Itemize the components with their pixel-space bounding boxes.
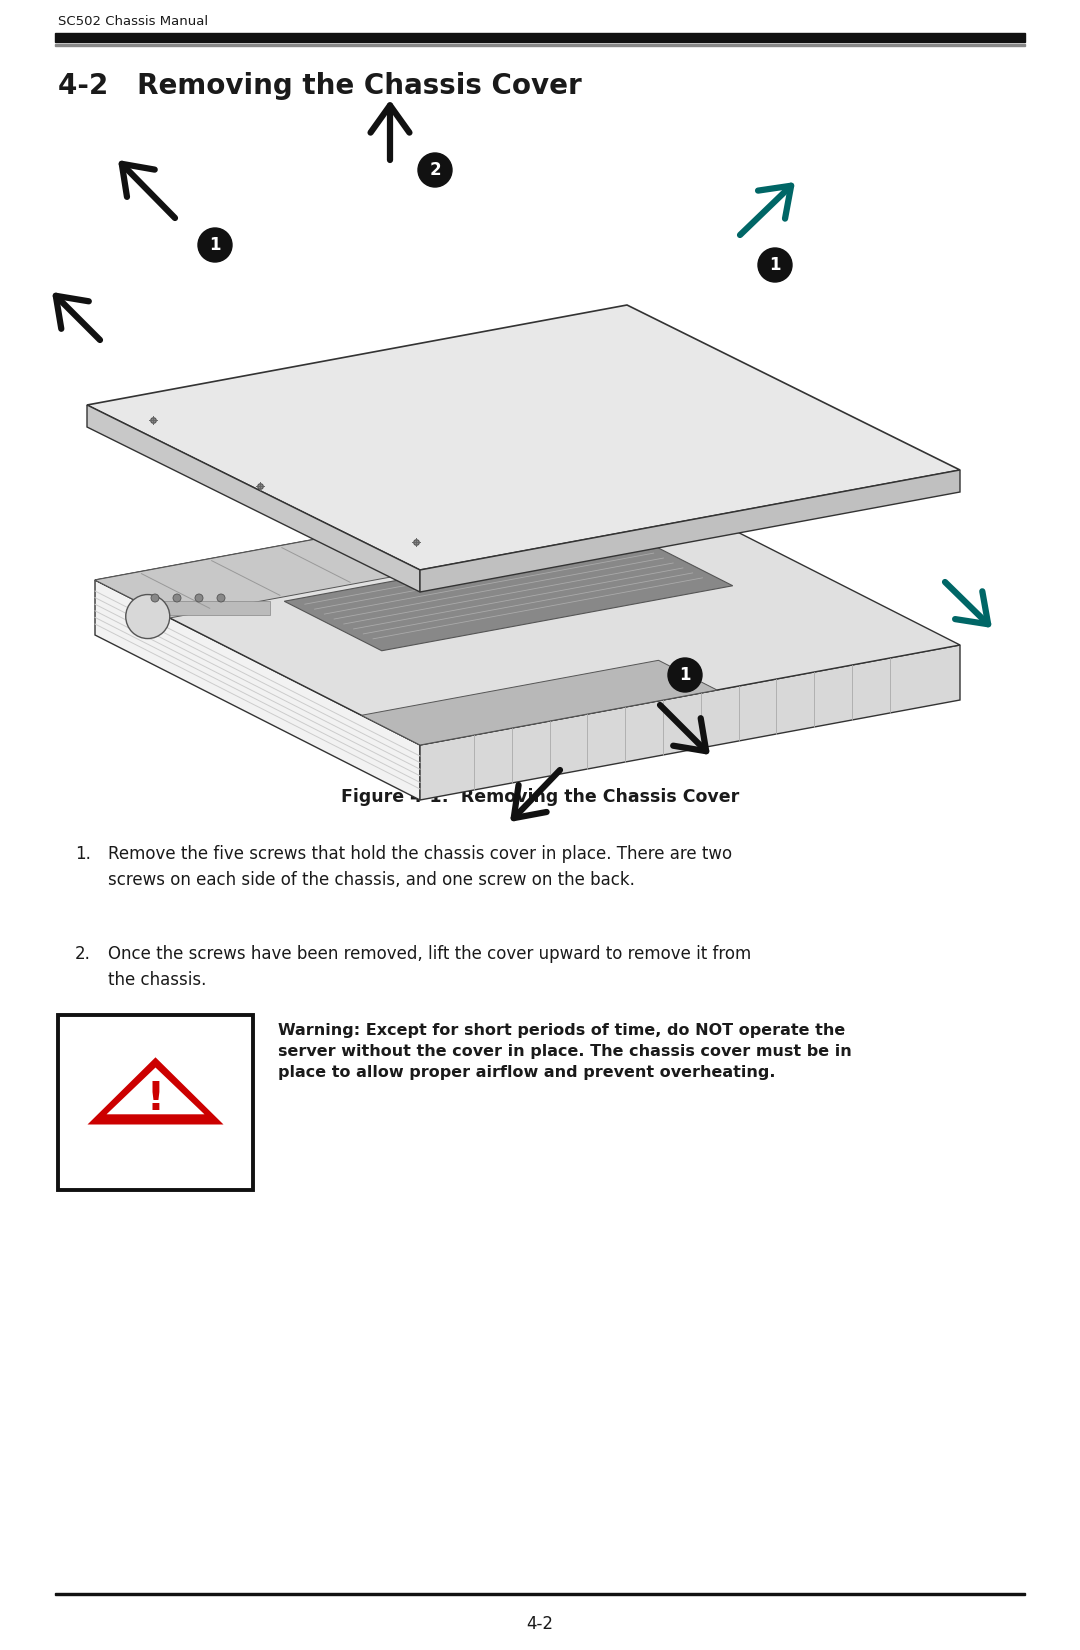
Circle shape bbox=[195, 594, 203, 602]
Text: 4-2: 4-2 bbox=[527, 1615, 554, 1634]
Polygon shape bbox=[87, 404, 420, 592]
Text: 2.: 2. bbox=[75, 945, 91, 964]
Polygon shape bbox=[95, 581, 420, 800]
Circle shape bbox=[217, 594, 225, 602]
Circle shape bbox=[151, 594, 159, 602]
Text: 1: 1 bbox=[769, 256, 781, 274]
Circle shape bbox=[669, 658, 702, 691]
Polygon shape bbox=[107, 1068, 204, 1114]
Circle shape bbox=[418, 153, 453, 186]
Circle shape bbox=[125, 594, 170, 639]
Text: Warning: Except for short periods of time, do NOT operate the
server without the: Warning: Except for short periods of tim… bbox=[278, 1023, 852, 1081]
Polygon shape bbox=[420, 645, 960, 800]
Text: 2: 2 bbox=[429, 162, 441, 178]
Bar bbox=[55, 43, 1025, 46]
Text: !: ! bbox=[147, 1079, 164, 1117]
Text: Once the screws have been removed, lift the cover upward to remove it from
the c: Once the screws have been removed, lift … bbox=[108, 945, 752, 990]
Polygon shape bbox=[420, 470, 960, 592]
Polygon shape bbox=[284, 536, 732, 650]
Polygon shape bbox=[87, 1058, 224, 1125]
Text: SC502 Chassis Manual: SC502 Chassis Manual bbox=[58, 15, 208, 28]
Text: 4-2   Removing the Chassis Cover: 4-2 Removing the Chassis Cover bbox=[58, 73, 582, 101]
Polygon shape bbox=[362, 660, 717, 746]
Bar bbox=[150, 601, 270, 615]
Circle shape bbox=[758, 248, 792, 282]
Text: 1.: 1. bbox=[75, 845, 91, 863]
Bar bbox=[55, 33, 1025, 41]
Circle shape bbox=[173, 594, 181, 602]
Polygon shape bbox=[87, 305, 960, 569]
Polygon shape bbox=[95, 490, 656, 619]
Text: 1: 1 bbox=[679, 667, 691, 685]
Text: 1: 1 bbox=[210, 236, 220, 254]
Bar bbox=[55, 1592, 1025, 1596]
Bar bbox=[58, 1015, 253, 1190]
Circle shape bbox=[198, 228, 232, 262]
Polygon shape bbox=[95, 480, 960, 746]
Text: Figure 4-1:  Removing the Chassis Cover: Figure 4-1: Removing the Chassis Cover bbox=[341, 789, 739, 805]
Text: Remove the five screws that hold the chassis cover in place. There are two
screw: Remove the five screws that hold the cha… bbox=[108, 845, 732, 889]
